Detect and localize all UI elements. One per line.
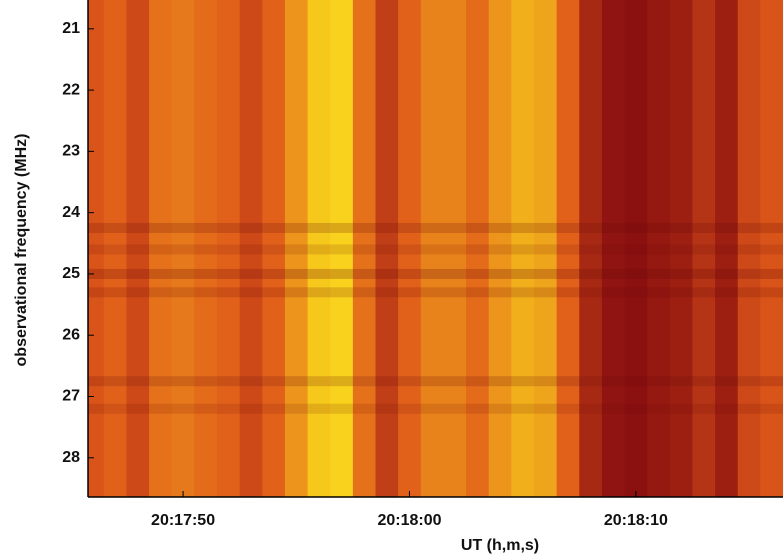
heatmap-column xyxy=(103,0,127,497)
frequency-band xyxy=(88,376,783,387)
y-tick-label: 21 xyxy=(62,20,80,37)
heatmap-column xyxy=(533,0,558,497)
heatmap-column xyxy=(307,0,331,497)
heatmap-column xyxy=(398,0,422,497)
heatmap-column xyxy=(669,0,693,497)
heatmap-column xyxy=(556,0,580,497)
plot-area xyxy=(88,0,783,497)
y-tick-label: 25 xyxy=(62,265,80,282)
x-tick-label: 20:18:00 xyxy=(377,512,441,529)
heatmap-column xyxy=(262,0,286,497)
y-tick-label: 26 xyxy=(62,326,80,343)
heatmap-column xyxy=(239,0,263,497)
x-axis-label: UT (h,m,s) xyxy=(461,537,539,554)
heatmap-column xyxy=(760,0,783,497)
heatmap-column xyxy=(579,0,603,497)
y-tick-label: 28 xyxy=(62,449,80,466)
frequency-band xyxy=(88,222,783,233)
y-tick-label: 24 xyxy=(62,204,80,221)
axes: 21 22 23 24 25 26 27 28 20:17:50 20:18:00 20:18:10 xyxy=(62,0,783,529)
frequency-band xyxy=(88,287,783,298)
heatmap-column xyxy=(715,0,739,497)
heatmap-column xyxy=(511,0,535,497)
heatmap-column xyxy=(466,0,490,497)
heatmap-column xyxy=(284,0,309,497)
heatmap-column xyxy=(737,0,761,497)
heatmap-column xyxy=(601,0,626,497)
heatmap-column xyxy=(88,0,105,497)
heatmap-column xyxy=(194,0,218,497)
frequency-band xyxy=(88,268,783,279)
heatmap-column xyxy=(443,0,467,497)
y-tick-label: 22 xyxy=(62,81,80,98)
x-tick-label: 20:18:10 xyxy=(604,512,668,529)
y-axis-label: observational frequency (MHz) xyxy=(13,134,30,367)
x-tick-label: 20:17:50 xyxy=(151,512,215,529)
heatmap-column xyxy=(352,0,377,497)
heatmap-column xyxy=(171,0,195,497)
heatmap-column xyxy=(624,0,648,497)
heatmap-column xyxy=(488,0,512,497)
heatmap-column xyxy=(217,0,241,497)
heatmap-column xyxy=(692,0,716,497)
heatmap-column xyxy=(126,0,150,497)
heatmap-column xyxy=(375,0,399,497)
y-tick-label: 27 xyxy=(62,388,80,405)
heatmap-column xyxy=(149,0,173,497)
frequency-band xyxy=(88,403,783,414)
heatmap-column xyxy=(647,0,671,497)
frequency-band xyxy=(88,244,783,255)
heatmap-column xyxy=(420,0,444,497)
y-tick-label: 23 xyxy=(62,143,80,160)
heatmap-column xyxy=(330,0,354,497)
